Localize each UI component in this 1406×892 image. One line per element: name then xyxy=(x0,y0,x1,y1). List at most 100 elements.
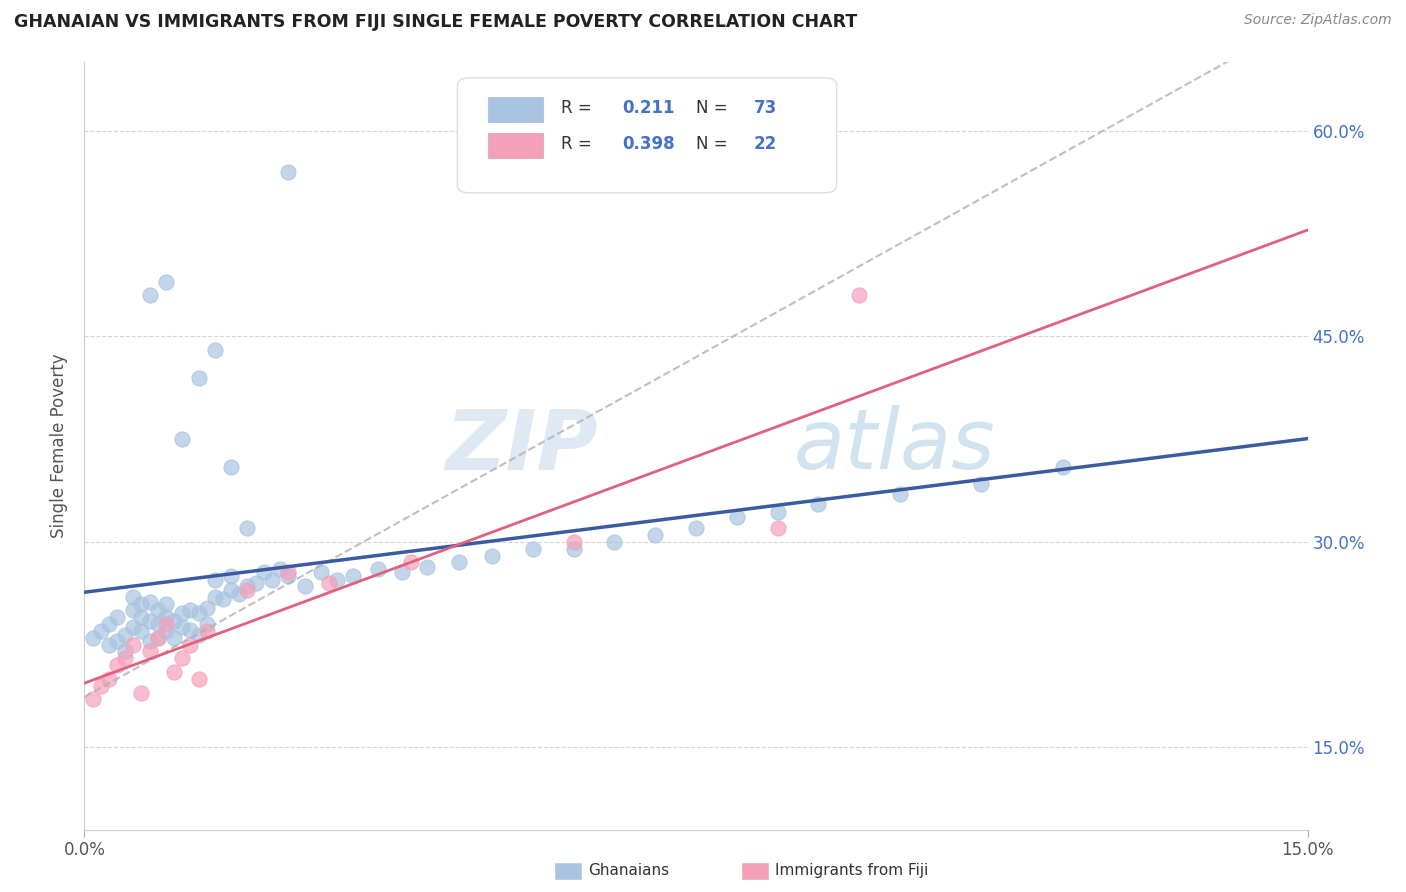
Point xyxy=(122,590,145,604)
Point xyxy=(187,672,209,686)
Point xyxy=(105,633,128,648)
Point xyxy=(260,573,283,587)
Point xyxy=(326,573,349,587)
Point xyxy=(114,651,136,665)
Point xyxy=(163,665,186,679)
Point xyxy=(122,638,145,652)
Point xyxy=(1052,459,1074,474)
Point xyxy=(131,624,153,638)
Point xyxy=(236,579,259,593)
Point xyxy=(187,606,209,620)
Point xyxy=(204,590,226,604)
Point xyxy=(187,628,209,642)
Point xyxy=(253,565,276,579)
Text: 22: 22 xyxy=(754,136,776,153)
Point xyxy=(245,576,267,591)
FancyBboxPatch shape xyxy=(488,97,543,122)
Point xyxy=(172,606,194,620)
Point xyxy=(685,521,707,535)
Point xyxy=(97,638,120,652)
Point xyxy=(146,631,169,645)
Text: R =: R = xyxy=(561,136,598,153)
Point xyxy=(766,505,789,519)
Point xyxy=(318,576,340,591)
Point xyxy=(138,288,160,302)
Point xyxy=(219,569,242,583)
Point xyxy=(367,562,389,576)
Text: ZIP: ZIP xyxy=(446,406,598,486)
Point xyxy=(131,597,153,611)
Point xyxy=(277,565,299,579)
Y-axis label: Single Female Poverty: Single Female Poverty xyxy=(51,354,69,538)
Point xyxy=(391,565,413,579)
Point xyxy=(146,603,169,617)
Point xyxy=(155,610,177,624)
Point xyxy=(294,579,316,593)
Point xyxy=(97,617,120,632)
Point xyxy=(114,628,136,642)
Point xyxy=(131,685,153,699)
Point xyxy=(172,620,194,634)
Point xyxy=(187,370,209,384)
Text: Immigrants from Fiji: Immigrants from Fiji xyxy=(775,863,928,878)
Text: Source: ZipAtlas.com: Source: ZipAtlas.com xyxy=(1244,13,1392,28)
Point xyxy=(228,587,250,601)
Text: R =: R = xyxy=(561,99,598,117)
Point xyxy=(449,556,471,570)
Point xyxy=(848,288,870,302)
Point xyxy=(562,535,585,549)
Point xyxy=(481,549,503,563)
Point xyxy=(138,595,160,609)
Point xyxy=(603,535,626,549)
Point xyxy=(163,615,186,629)
Point xyxy=(172,651,194,665)
Text: 73: 73 xyxy=(754,99,776,117)
Point xyxy=(195,617,218,632)
Point xyxy=(644,528,666,542)
Point xyxy=(155,597,177,611)
Point xyxy=(105,658,128,673)
Point xyxy=(807,496,830,510)
Point xyxy=(277,165,299,179)
Point xyxy=(179,638,201,652)
Point xyxy=(522,541,544,556)
Point xyxy=(195,600,218,615)
Text: atlas: atlas xyxy=(794,406,995,486)
FancyBboxPatch shape xyxy=(457,78,837,193)
Point xyxy=(146,617,169,632)
Point xyxy=(342,569,364,583)
Point xyxy=(90,679,112,693)
Point xyxy=(155,617,177,632)
Text: 0.398: 0.398 xyxy=(623,136,675,153)
Point xyxy=(82,631,104,645)
Point xyxy=(236,521,259,535)
Point xyxy=(269,562,291,576)
Text: GHANAIAN VS IMMIGRANTS FROM FIJI SINGLE FEMALE POVERTY CORRELATION CHART: GHANAIAN VS IMMIGRANTS FROM FIJI SINGLE … xyxy=(14,13,858,31)
Point xyxy=(138,633,160,648)
Point xyxy=(562,541,585,556)
Point xyxy=(309,565,332,579)
Point xyxy=(155,275,177,289)
Point xyxy=(204,343,226,358)
Point xyxy=(122,620,145,634)
Point xyxy=(138,615,160,629)
Point xyxy=(122,603,145,617)
FancyBboxPatch shape xyxy=(488,133,543,158)
Point xyxy=(195,624,218,638)
Point xyxy=(97,672,120,686)
Point xyxy=(212,592,235,607)
Text: N =: N = xyxy=(696,99,733,117)
Point xyxy=(90,624,112,638)
Point xyxy=(766,521,789,535)
Point xyxy=(114,644,136,658)
Point xyxy=(236,582,259,597)
Text: N =: N = xyxy=(696,136,733,153)
Point xyxy=(725,510,748,524)
Point xyxy=(277,569,299,583)
Point xyxy=(204,573,226,587)
Point xyxy=(105,610,128,624)
Text: Ghanaians: Ghanaians xyxy=(588,863,669,878)
Point xyxy=(970,477,993,491)
Point xyxy=(416,559,439,574)
Point xyxy=(155,624,177,638)
